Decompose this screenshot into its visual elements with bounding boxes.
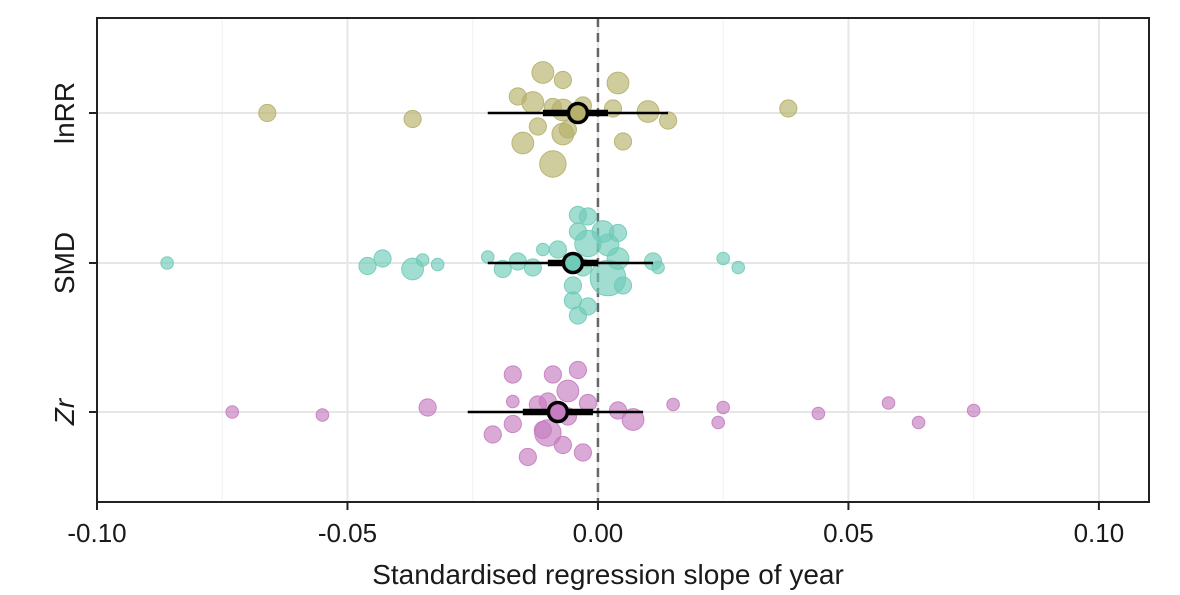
smd-effect-point bbox=[160, 256, 174, 270]
plot-frame bbox=[96, 17, 1150, 503]
lnrr-effect-point bbox=[539, 150, 567, 178]
zr-effect-point bbox=[881, 396, 896, 410]
zr-effect-point bbox=[666, 397, 680, 412]
zr-mean-estimate bbox=[546, 400, 570, 424]
y-tick-label-smd: SMD bbox=[49, 232, 80, 294]
smd-effect-point bbox=[716, 251, 730, 266]
lnrr-mean-estimate bbox=[566, 101, 590, 125]
zr-effect-point bbox=[534, 419, 562, 447]
zr-effect-point bbox=[503, 365, 522, 384]
smd-effect-point bbox=[493, 259, 512, 279]
lnrr-effect-point bbox=[521, 91, 545, 114]
smd-effect-point bbox=[536, 242, 550, 257]
y-tick-label-lnrr: lnRR bbox=[49, 82, 80, 144]
smd-effect-point bbox=[430, 257, 445, 272]
lnrr-effect-point bbox=[258, 103, 277, 123]
smd-effect-point bbox=[578, 297, 598, 316]
lnrr-effect-point bbox=[531, 61, 555, 84]
smd-effect-point bbox=[415, 253, 430, 267]
lnrr-effect-point bbox=[613, 132, 633, 151]
x-axis-title: Standardised regression slope of year bbox=[372, 559, 844, 590]
x-tick-label: 0.00 bbox=[573, 518, 624, 548]
zr-effect-point bbox=[553, 435, 572, 455]
smd-effect-point bbox=[613, 276, 633, 295]
zr-effect-point bbox=[418, 398, 437, 417]
smd-effect-point bbox=[358, 256, 377, 276]
lnrr-effect-point bbox=[511, 131, 535, 155]
zr-effect-point bbox=[711, 415, 725, 430]
y-tick-label-zr: Zr bbox=[49, 397, 80, 426]
smd-effect-point bbox=[548, 240, 567, 259]
zr-effect-point bbox=[503, 414, 522, 434]
zr-effect-point bbox=[573, 443, 593, 462]
lnrr-effect-point bbox=[606, 71, 630, 95]
smd-mean-estimate bbox=[561, 251, 585, 275]
smd-effect-point bbox=[651, 260, 665, 275]
smd-effect-point bbox=[578, 207, 598, 226]
zr-effect-point bbox=[716, 400, 730, 415]
zr-effect-point bbox=[966, 403, 981, 418]
lnrr-effect-point bbox=[636, 100, 660, 123]
zr-effect-point bbox=[483, 425, 502, 444]
zr-effect-point bbox=[811, 406, 826, 421]
zr-effect-point bbox=[225, 405, 240, 419]
x-tick-label: -0.05 bbox=[318, 518, 377, 548]
zr-effect-point bbox=[556, 379, 580, 403]
smd-effect-point bbox=[523, 258, 542, 277]
lnrr-effect-point bbox=[528, 117, 547, 136]
zr-effect-point bbox=[568, 360, 588, 380]
zr-effect-point bbox=[505, 394, 520, 409]
zr-effect-point bbox=[518, 447, 537, 467]
lnrr-effect-point bbox=[779, 99, 798, 118]
x-tick-label: 0.05 bbox=[823, 518, 874, 548]
zr-effect-point bbox=[911, 415, 926, 430]
summary-estimates bbox=[467, 101, 669, 424]
zr-effect-point bbox=[315, 408, 330, 422]
y-axis: lnRR SMD Zr bbox=[49, 82, 97, 426]
lnrr-effect-point bbox=[658, 111, 678, 130]
smd-effect-point bbox=[731, 260, 746, 275]
smd-effect-point bbox=[373, 249, 392, 268]
x-tick-label: -0.10 bbox=[67, 518, 126, 548]
zr-effect-point bbox=[621, 408, 645, 431]
lnrr-effect-point bbox=[553, 70, 572, 90]
lnrr-effect-point bbox=[403, 109, 422, 129]
lnrr-effect-point bbox=[558, 120, 577, 139]
zr-effect-point bbox=[543, 365, 562, 384]
x-tick-label: 0.10 bbox=[1074, 518, 1125, 548]
x-axis: -0.10 -0.05 0.00 0.05 0.10 bbox=[67, 502, 1124, 548]
smd-effect-point bbox=[480, 250, 495, 264]
